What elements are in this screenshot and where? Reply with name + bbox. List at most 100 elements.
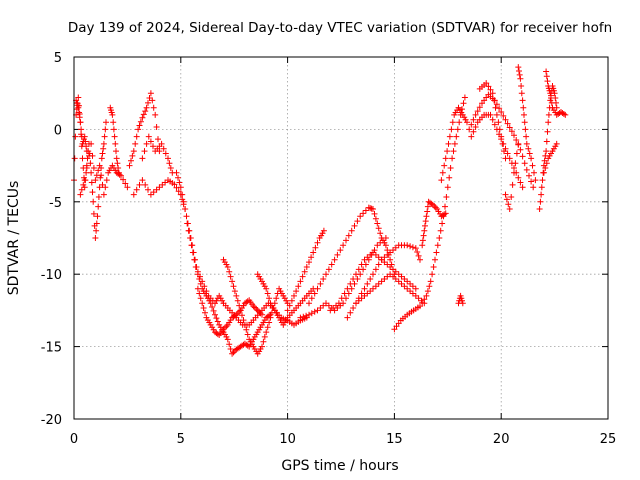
data-point [498, 133, 505, 140]
data-point [547, 90, 554, 97]
data-point [72, 133, 79, 140]
data-point [538, 184, 545, 191]
data-point [224, 336, 231, 343]
data-point [521, 160, 528, 167]
data-point [267, 314, 274, 321]
data-point [439, 169, 446, 176]
data-point [362, 207, 369, 214]
data-point [137, 118, 144, 125]
series-mid-b [254, 271, 317, 328]
data-point [493, 101, 500, 108]
data-point [449, 155, 456, 162]
data-point [445, 140, 452, 147]
data-point [407, 243, 414, 250]
data-point [93, 227, 100, 234]
data-point [214, 331, 221, 338]
data-point [508, 194, 515, 200]
data-point [518, 90, 525, 97]
x-tick-label: 25 [600, 432, 617, 447]
data-point [415, 252, 422, 259]
data-point [422, 218, 429, 225]
data-point [115, 169, 122, 176]
data-point [213, 315, 220, 322]
data-point [350, 276, 357, 282]
data-point [260, 338, 267, 345]
data-point [450, 148, 457, 155]
data-point [515, 174, 522, 181]
data-point [179, 191, 186, 198]
data-point [375, 225, 382, 232]
data-point [562, 111, 569, 118]
data-point [446, 133, 453, 140]
data-point [266, 295, 273, 302]
data-point [75, 104, 82, 111]
data-point [184, 220, 191, 227]
data-point [147, 90, 154, 97]
data-point [102, 126, 109, 133]
series-late-11 [543, 68, 569, 118]
data-point [543, 138, 550, 145]
data-point [470, 128, 477, 135]
data-point [489, 116, 496, 123]
data-point [191, 256, 198, 263]
data-point [424, 288, 431, 295]
data-point [520, 104, 527, 111]
data-point [142, 108, 149, 115]
data-point [300, 313, 307, 320]
data-point [502, 116, 509, 123]
data-point [306, 300, 312, 307]
axis-ticks: 0 5 10 15 20 25 -20 -15 -10 -5 0 5 [41, 51, 617, 447]
data-point [308, 295, 315, 302]
data-point [354, 218, 361, 225]
data-point [350, 305, 357, 311]
data-point [312, 244, 319, 251]
data-point [76, 114, 83, 121]
data-point [77, 119, 84, 126]
data-point [516, 71, 523, 78]
data-point [110, 119, 117, 126]
data-point [303, 264, 310, 270]
data-point [145, 99, 151, 106]
data-point [173, 169, 180, 176]
data-point [80, 181, 87, 188]
data-point [90, 165, 97, 171]
data-point [229, 350, 236, 357]
data-point [442, 210, 449, 217]
data-point [124, 184, 131, 191]
grid [74, 57, 608, 419]
data-point [100, 191, 107, 198]
data-point [511, 169, 517, 176]
data-point [519, 97, 526, 104]
data-point [423, 213, 430, 220]
data-point [71, 155, 78, 162]
data-point [443, 194, 450, 200]
data-point [301, 268, 308, 275]
data-point [464, 119, 470, 126]
data-point [308, 254, 315, 261]
series-arc-3 [139, 133, 176, 176]
data-point [320, 227, 327, 234]
data-point [226, 268, 233, 275]
data-point [83, 165, 90, 171]
y-tick-label: -20 [41, 413, 62, 428]
data-point [180, 198, 187, 205]
data-point [88, 169, 95, 176]
series-late-12 [540, 140, 560, 176]
data-point [436, 235, 443, 241]
data-point [421, 227, 428, 234]
data-point [175, 188, 182, 195]
data-point [491, 97, 498, 104]
data-point [259, 343, 265, 350]
data-point [175, 174, 181, 181]
data-point [372, 266, 379, 273]
data-point [176, 179, 183, 186]
series-late-4 [455, 292, 466, 307]
data-point [344, 285, 351, 292]
data-point [240, 317, 247, 324]
data-point [495, 119, 502, 126]
data-point [337, 247, 344, 254]
data-point [548, 95, 554, 101]
data-point [348, 227, 355, 234]
data-point [468, 121, 475, 128]
data-point [474, 108, 481, 115]
